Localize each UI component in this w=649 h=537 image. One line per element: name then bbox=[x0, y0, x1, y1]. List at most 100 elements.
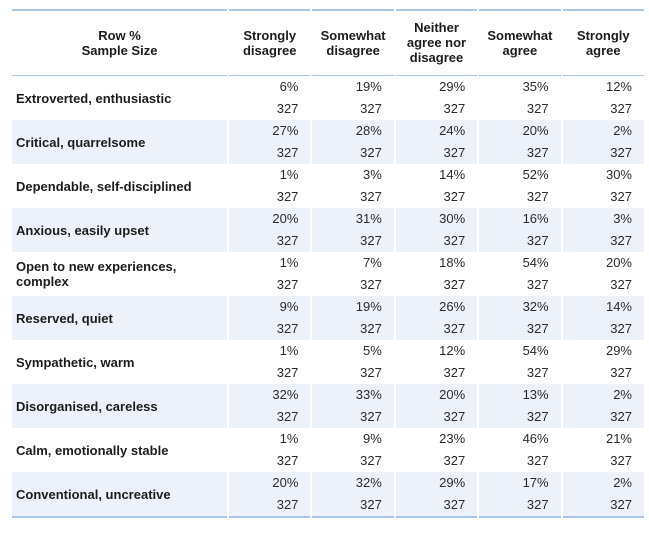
survey-results-table-container: Row % Sample Size Strongly disagree Some… bbox=[10, 9, 646, 518]
table-header: Row % Sample Size Strongly disagree Some… bbox=[12, 9, 644, 76]
trait-sample-size-row: 327 327 327 327 327 bbox=[12, 494, 644, 518]
trait-sample-size-row: 327 327 327 327 327 bbox=[12, 230, 644, 252]
percent-cell: 12% bbox=[605, 79, 632, 94]
percent-cell: 20% bbox=[229, 472, 311, 494]
percent-cell: 1% bbox=[279, 343, 299, 358]
sample-size-cell: 327 bbox=[360, 365, 382, 380]
corner-header-sample-size: Sample Size bbox=[81, 42, 158, 58]
sample-size-cell: 327 bbox=[479, 142, 561, 164]
percent-cell: 20% bbox=[395, 384, 478, 406]
percent-cell: 17% bbox=[479, 472, 561, 494]
trait-percent-row: Critical, quarrelsome 27% 28% 24% 20% 2% bbox=[12, 120, 644, 164]
sample-size-cell: 327 bbox=[312, 230, 394, 252]
survey-results-table: Row % Sample Size Strongly disagree Some… bbox=[10, 9, 646, 518]
trait-percent-row: Conventional, uncreative 20% 32% 29% 17% 2% bbox=[12, 472, 644, 518]
sample-size-cell: 327 bbox=[610, 453, 632, 468]
percent-cell: 1% bbox=[279, 431, 299, 446]
percent-cell: 3% bbox=[363, 167, 382, 182]
trait-sample-size-row: 327 327 327 327 327 bbox=[12, 318, 644, 340]
column-header-strongly-agree: Strongly agree bbox=[562, 9, 644, 76]
sample-size-cell: 327 bbox=[312, 494, 394, 518]
sample-size-cell: 327 bbox=[229, 230, 311, 252]
sample-size-cell: 327 bbox=[443, 453, 466, 468]
trait-percent-row: Calm, emotionally stable 1% 9% 23% 46% 21% bbox=[12, 428, 644, 458]
percent-cell: 20% bbox=[479, 120, 561, 142]
percent-cell: 12% bbox=[439, 343, 466, 358]
percent-cell: 19% bbox=[355, 79, 382, 94]
trait-label: Open to new experiences, complex bbox=[16, 259, 177, 289]
trait-percent-row: Open to new experiences, complex 1% 7% 18% 5… bbox=[12, 252, 644, 289]
sample-size-cell: 327 bbox=[360, 101, 382, 116]
sample-size-cell: 327 bbox=[276, 101, 299, 116]
percent-cell: 32% bbox=[312, 472, 394, 494]
percent-cell: 29% bbox=[605, 343, 632, 358]
trait-sample-size-row: 327 327 327 327 327 bbox=[12, 142, 644, 164]
sample-size-cell: 327 bbox=[360, 189, 382, 204]
sample-size-cell: 327 bbox=[610, 277, 632, 292]
sample-size-cell: 327 bbox=[443, 277, 466, 292]
sample-size-cell: 327 bbox=[610, 101, 632, 116]
trait-label: Dependable, self-disciplined bbox=[16, 178, 192, 194]
sample-size-cell: 327 bbox=[443, 101, 466, 116]
sample-size-cell: 327 bbox=[229, 318, 311, 340]
sample-size-cell: 327 bbox=[395, 406, 478, 428]
trait-percent-row: Extroverted, enthusiastic 6% 19% 29% 35% 12% bbox=[12, 76, 644, 106]
percent-cell: 2% bbox=[562, 384, 644, 406]
percent-cell: 6% bbox=[279, 79, 299, 94]
percent-cell: 5% bbox=[363, 343, 382, 358]
percent-cell: 29% bbox=[395, 472, 478, 494]
sample-size-cell: 327 bbox=[229, 406, 311, 428]
sample-size-cell: 327 bbox=[395, 494, 478, 518]
sample-size-cell: 327 bbox=[360, 453, 382, 468]
percent-cell: 24% bbox=[395, 120, 478, 142]
trait-label: Conventional, uncreative bbox=[12, 472, 228, 518]
trait-percent-row: Sympathetic, warm 1% 5% 12% 54% 29% bbox=[12, 340, 644, 370]
percent-cell: 33% bbox=[312, 384, 394, 406]
sample-size-cell: 327 bbox=[276, 453, 299, 468]
sample-size-cell: 327 bbox=[395, 230, 478, 252]
percent-cell: 29% bbox=[439, 79, 466, 94]
sample-size-cell: 327 bbox=[312, 318, 394, 340]
percent-cell: 20% bbox=[229, 208, 311, 230]
table-body: Extroverted, enthusiastic 6% 19% 29% 35% 12% 3… bbox=[12, 76, 644, 518]
percent-cell: 14% bbox=[439, 167, 466, 182]
sample-size-cell: 327 bbox=[360, 277, 382, 292]
percent-cell: 9% bbox=[229, 296, 311, 318]
sample-size-cell: 327 bbox=[229, 142, 311, 164]
percent-cell: 52% bbox=[522, 167, 549, 182]
percent-cell: 54% bbox=[522, 343, 549, 358]
percent-cell: 32% bbox=[479, 296, 561, 318]
sample-size-cell: 327 bbox=[276, 365, 299, 380]
percent-cell: 23% bbox=[439, 431, 466, 446]
percent-cell: 54% bbox=[522, 255, 549, 270]
sample-size-cell: 327 bbox=[312, 406, 394, 428]
trait-percent-row: Anxious, easily upset 20% 31% 30% 16% 3% bbox=[12, 208, 644, 252]
sample-size-cell: 327 bbox=[562, 318, 644, 340]
sample-size-cell: 327 bbox=[443, 365, 466, 380]
column-header-somewhat-agree: Somewhat agree bbox=[479, 9, 561, 76]
sample-size-cell: 327 bbox=[479, 406, 561, 428]
corner-header-row-percent: Row % bbox=[98, 27, 141, 43]
trait-percent-row: Reserved, quiet 9% 19% 26% 32% 14% bbox=[12, 296, 644, 340]
trait-label: Extroverted, enthusiastic bbox=[16, 90, 172, 106]
sample-size-cell: 327 bbox=[562, 142, 644, 164]
sample-size-cell: 327 bbox=[526, 365, 549, 380]
sample-size-cell: 327 bbox=[526, 453, 549, 468]
trait-label: Disorganised, careless bbox=[12, 384, 228, 428]
sample-size-cell: 327 bbox=[312, 142, 394, 164]
trait-label: Anxious, easily upset bbox=[12, 208, 228, 252]
sample-size-cell: 327 bbox=[229, 494, 311, 518]
sample-size-cell: 327 bbox=[276, 277, 299, 292]
corner-header: Row % Sample Size bbox=[12, 9, 228, 76]
sample-size-cell: 327 bbox=[479, 318, 561, 340]
sample-size-cell: 327 bbox=[395, 142, 478, 164]
trait-percent-row: Disorganised, careless 32% 33% 20% 13% 2% bbox=[12, 384, 644, 428]
trait-sample-size-row: 327 327 327 327 327 bbox=[12, 186, 644, 208]
trait-label: Critical, quarrelsome bbox=[12, 120, 228, 164]
percent-cell: 26% bbox=[395, 296, 478, 318]
trait-sample-size-row: 327 327 327 327 327 bbox=[12, 450, 644, 472]
sample-size-cell: 327 bbox=[610, 365, 632, 380]
sample-size-cell: 327 bbox=[610, 189, 632, 204]
trait-sample-size-row: 327 327 327 327 327 bbox=[12, 98, 644, 120]
percent-cell: 9% bbox=[363, 431, 382, 446]
